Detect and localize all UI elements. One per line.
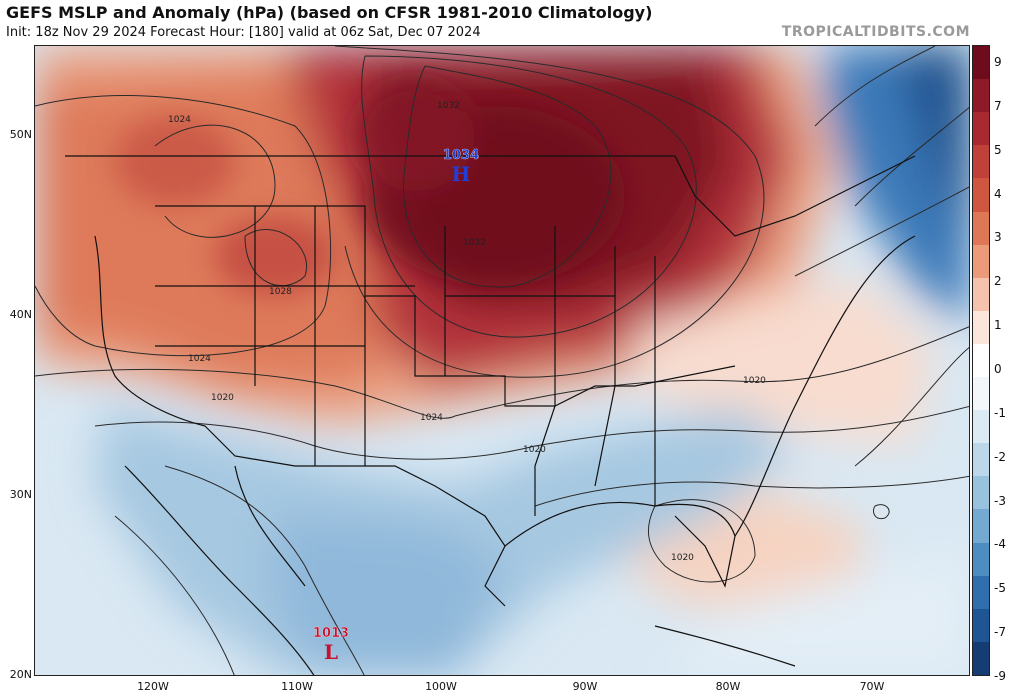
lon-tick-label: 120W [137,680,169,693]
lat-tick-label: 20N [9,668,32,681]
lon-tick-label: 70W [859,680,885,693]
isobar-label-group: 1032 1024 1032 1028 1024 1020 1024 1020 … [168,101,766,563]
anomaly-field [35,46,969,675]
colorbar-segment [973,410,989,444]
isobar-label: 1024 [420,413,443,423]
colorbar-segment [973,575,989,610]
colorbar-segment [973,178,989,212]
colorbar-segment [973,476,989,510]
colorbar-segment [973,277,989,312]
colorbar-segment [973,244,989,279]
lon-tick-label: 100W [425,680,457,693]
colorbar-segment [973,112,989,146]
colorbar-label: 1 [994,318,1002,333]
chart-title: GEFS MSLP and Anomaly (hPa) (based on CF… [6,3,653,22]
isobar-label: 1024 [168,115,191,125]
colorbar-label: -9 [994,669,1006,683]
lon-tick-label: 110W [281,680,313,693]
colorbar-segment [973,443,989,477]
high-center-value: 1034 [443,148,479,163]
colorbar-segment [973,145,989,179]
isobar-label: 1020 [743,376,766,386]
colorbar-label: -7 [994,625,1006,640]
map-panel: 1032 1024 1032 1028 1024 1020 1024 1020 … [34,45,970,676]
colorbar-label: 2 [994,274,1002,289]
colorbar-segment [973,608,989,643]
isobar-label: 1020 [671,553,694,563]
colorbar-segment [973,542,989,577]
isobar-label: 1024 [188,354,211,364]
isobar-label: 1032 [463,238,486,248]
lat-tick-label: 40N [9,308,32,321]
colorbar-label: 7 [994,98,1002,113]
isobar-label: 1032 [437,101,460,111]
isobar-label: 1020 [523,445,546,455]
colorbar-segment [973,46,989,80]
colorbar-label: -2 [994,449,1006,464]
colorbar-segment [973,343,989,378]
isobar-label: 1028 [269,287,292,297]
colorbar-label: -5 [994,581,1006,596]
low-center-letter: L [324,640,338,664]
low-center-value: 1013 [313,626,349,641]
low-pressure-center: 1013 L [313,626,349,664]
colorbar-segment [973,310,989,345]
high-center-letter: H [452,162,471,186]
high-pressure-center: 1034 H [443,148,479,186]
map-canvas: 1032 1024 1032 1028 1024 1020 1024 1020 … [35,46,969,675]
colorbar-label: 3 [994,230,1002,245]
anomaly-colorbar [972,45,990,676]
colorbar-segment [973,211,989,246]
colorbar-label: 4 [994,186,1002,201]
lon-tick-label: 90W [572,680,598,693]
colorbar-label: 5 [994,142,1002,157]
site-watermark: TROPICALTIDBITS.COM [781,24,970,40]
colorbar-label: 9 [994,55,1002,69]
colorbar-segment [973,641,989,676]
colorbar-label: 0 [994,362,1002,376]
colorbar-segment [973,377,989,411]
chart-subtitle: Init: 18z Nov 29 2024 Forecast Hour: [18… [6,25,481,40]
lat-tick-label: 50N [9,128,32,141]
colorbar-label: -4 [994,537,1006,552]
colorbar-segment [973,509,989,544]
boundary-lines [65,155,916,675]
isobar-label: 1020 [211,393,234,403]
colorbar-label: -3 [994,493,1006,508]
lon-tick-label: 80W [715,680,741,693]
colorbar-label: -1 [994,405,1006,420]
colorbar-segment [973,79,989,113]
lat-tick-label: 30N [9,488,32,501]
